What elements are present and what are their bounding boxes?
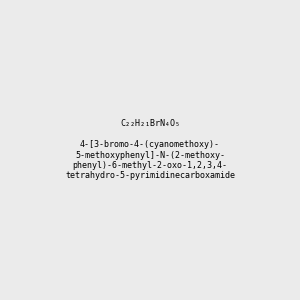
Text: C₂₂H₂₁BrN₄O₅

4-[3-bromo-4-(cyanomethoxy)-
5-methoxyphenyl]-N-(2-methoxy-
phenyl: C₂₂H₂₁BrN₄O₅ 4-[3-bromo-4-(cyanomethoxy)…	[65, 119, 235, 181]
